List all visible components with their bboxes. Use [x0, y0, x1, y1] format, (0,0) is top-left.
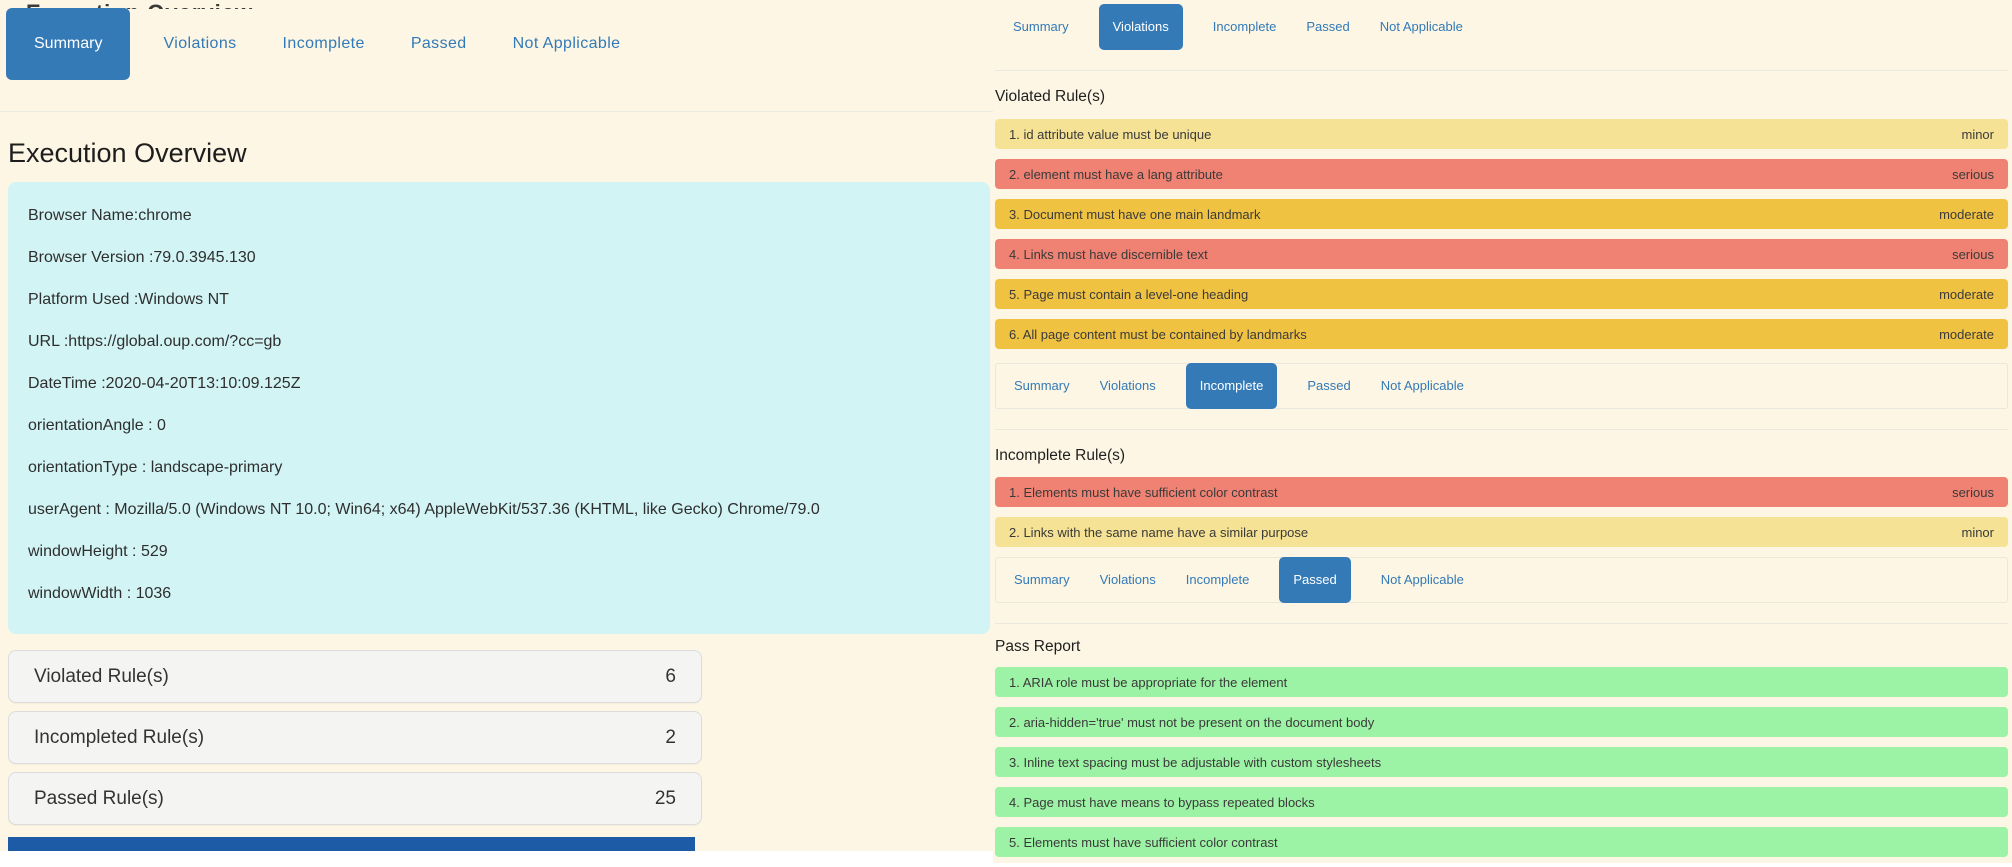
tab-incomplete[interactable]: Incomplete	[282, 35, 365, 52]
severity-badge: moderate	[1939, 286, 1994, 302]
passed-rules-card: Passed Rule(s) 25	[8, 772, 702, 825]
browser-version-line: Browser Version :79.0.3945.130	[28, 249, 256, 266]
user-agent-line: userAgent : Mozilla/5.0 (Windows NT 10.0…	[28, 501, 820, 518]
tab-summary[interactable]: Summary	[1014, 572, 1070, 587]
tab-incomplete[interactable]: Incomplete	[1212, 19, 1277, 34]
tab-summary[interactable]: Summary	[6, 8, 131, 80]
browser-name-line: Browser Name:chrome	[28, 207, 192, 224]
violations-section: Summary Violations Incomplete Passed Not…	[995, 4, 2008, 349]
violated-rules-list: 1. id attribute value must be unique min…	[995, 119, 2008, 349]
window-width-line: windowWidth : 1036	[28, 585, 172, 602]
tab-summary[interactable]: Summary	[1013, 19, 1069, 34]
severity-badge: minor	[1961, 126, 1994, 142]
rule-text: 3. Inline text spacing must be adjustabl…	[1009, 754, 1382, 770]
severity-badge: serious	[1952, 166, 1994, 182]
section-heading: Pass Report	[995, 638, 1081, 655]
rule-text: 1. ARIA role must be appropriate for the…	[1009, 674, 1288, 690]
page-title: Execution Overview	[8, 138, 247, 168]
execution-overview-box: Browser Name:chrome Browser Version :79.…	[8, 182, 990, 634]
incomplete-section-tabs: Summary Violations Incomplete Passed Not…	[995, 363, 2008, 409]
section-heading: Violated Rule(s)	[995, 88, 1105, 105]
rule-text: 5. Page must contain a level-one heading	[1009, 286, 1249, 302]
rule-text: 5. Elements must have sufficient color c…	[1009, 834, 1278, 850]
datetime-line: DateTime :2020-04-20T13:10:09.125Z	[28, 375, 301, 392]
progress-bar	[8, 837, 695, 851]
rule-text: 1. id attribute value must be unique	[1009, 126, 1212, 142]
tab-not-applicable[interactable]: Not Applicable	[1380, 572, 1464, 587]
rule-text: 6. All page content must be contained by…	[1009, 326, 1307, 342]
rule-item[interactable]: 5. Page must contain a level-one heading…	[995, 279, 2008, 309]
rule-text: 2. Links with the same name have a simil…	[1009, 524, 1309, 540]
rule-item[interactable]: 5. Elements must have sufficient color c…	[995, 827, 2008, 857]
severity-badge: minor	[1961, 524, 1994, 540]
rule-item[interactable]: 4. Links must have discernible text seri…	[995, 239, 2008, 269]
tab-not-applicable[interactable]: Not Applicable	[1380, 378, 1464, 393]
severity-badge: moderate	[1939, 206, 1994, 222]
passed-section: Summary Violations Incomplete Passed Not…	[995, 557, 2008, 857]
tab-violations[interactable]: Violations	[163, 35, 237, 52]
divider	[0, 111, 993, 112]
rule-item[interactable]: 2. Links with the same name have a simil…	[995, 517, 2008, 547]
results-panel: Summary Violations Incomplete Passed Not…	[993, 0, 2012, 863]
rule-text: 1. Elements must have sufficient color c…	[1009, 484, 1278, 500]
rule-item[interactable]: 3. Document must have one main landmark …	[995, 199, 2008, 229]
rule-item[interactable]: 3. Inline text spacing must be adjustabl…	[995, 747, 2008, 777]
tab-incomplete[interactable]: Incomplete	[1185, 363, 1278, 409]
pass-report-list: 1. ARIA role must be appropriate for the…	[995, 667, 2008, 857]
url-line: URL :https://global.oup.com/?cc=gb	[28, 333, 282, 350]
incomplete-section: Summary Violations Incomplete Passed Not…	[995, 363, 2008, 547]
tab-passed[interactable]: Passed	[1279, 557, 1351, 603]
summary-panel: Execution Overview Summary Violations In…	[0, 0, 993, 851]
passed-rules-label: Passed Rule(s)	[34, 787, 164, 809]
incompleted-rules-count: 2	[665, 726, 676, 748]
rule-item[interactable]: 4. Page must have means to bypass repeat…	[995, 787, 2008, 817]
severity-badge: serious	[1952, 246, 1994, 262]
divider	[995, 70, 2008, 71]
tab-violations[interactable]: Violations	[1099, 378, 1156, 393]
tab-violations[interactable]: Violations	[1098, 4, 1183, 50]
divider	[995, 623, 2008, 624]
tab-not-applicable[interactable]: Not Applicable	[512, 35, 621, 52]
summary-panel-tabs: Summary Violations Incomplete Passed Not…	[0, 0, 993, 80]
rule-text: 4. Links must have discernible text	[1009, 246, 1208, 262]
severity-badge: moderate	[1939, 326, 1994, 342]
summary-cards: Violated Rule(s) 6 Incompleted Rule(s) 2…	[8, 650, 702, 825]
rule-text: 2. aria-hidden='true' must not be presen…	[1009, 714, 1375, 730]
rule-item[interactable]: 1. id attribute value must be unique min…	[995, 119, 2008, 149]
rule-item[interactable]: 2. element must have a lang attribute se…	[995, 159, 2008, 189]
platform-line: Platform Used :Windows NT	[28, 291, 229, 308]
rule-text: 4. Page must have means to bypass repeat…	[1009, 794, 1315, 810]
tab-passed[interactable]: Passed	[1306, 19, 1350, 34]
clipped-text-artifact: Execution Overview	[26, 0, 253, 9]
tab-violations[interactable]: Violations	[1099, 572, 1156, 587]
tab-not-applicable[interactable]: Not Applicable	[1379, 19, 1463, 34]
incompleted-rules-card: Incompleted Rule(s) 2	[8, 711, 702, 764]
rule-text: 3. Document must have one main landmark	[1009, 206, 1261, 222]
window-height-line: windowHeight : 529	[28, 543, 168, 560]
orientation-angle-line: orientationAngle : 0	[28, 417, 166, 434]
divider	[995, 429, 2008, 430]
incomplete-rules-list: 1. Elements must have sufficient color c…	[995, 477, 2008, 547]
section-heading: Incomplete Rule(s)	[995, 447, 1126, 464]
violated-rules-label: Violated Rule(s)	[34, 665, 169, 687]
rule-item[interactable]: 2. aria-hidden='true' must not be presen…	[995, 707, 2008, 737]
tab-incomplete[interactable]: Incomplete	[1185, 572, 1250, 587]
rule-item[interactable]: 1. ARIA role must be appropriate for the…	[995, 667, 2008, 697]
rule-text: 2. element must have a lang attribute	[1009, 166, 1223, 182]
tab-passed[interactable]: Passed	[410, 35, 467, 52]
violations-section-tabs: Summary Violations Incomplete Passed Not…	[995, 4, 2008, 50]
violated-rules-count: 6	[665, 665, 676, 687]
severity-badge: serious	[1952, 484, 1994, 500]
passed-section-tabs: Summary Violations Incomplete Passed Not…	[995, 557, 2008, 603]
violated-rules-card: Violated Rule(s) 6	[8, 650, 702, 703]
orientation-type-line: orientationType : landscape-primary	[28, 459, 283, 476]
tab-summary[interactable]: Summary	[1014, 378, 1070, 393]
incompleted-rules-label: Incompleted Rule(s)	[34, 726, 205, 748]
rule-item[interactable]: 1. Elements must have sufficient color c…	[995, 477, 2008, 507]
rule-item[interactable]: 6. All page content must be contained by…	[995, 319, 2008, 349]
tab-passed[interactable]: Passed	[1307, 378, 1351, 393]
passed-rules-count: 25	[654, 787, 676, 809]
